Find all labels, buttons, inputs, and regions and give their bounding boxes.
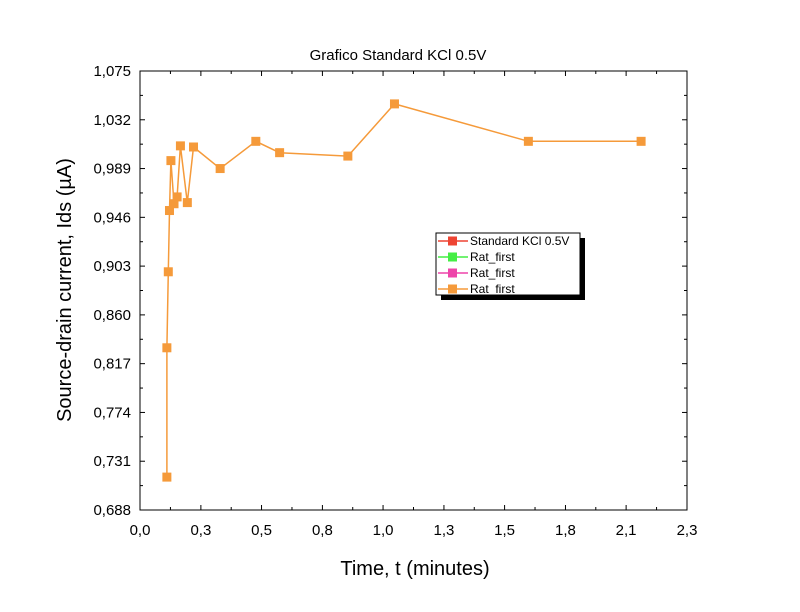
y-tick-label: 0,860 bbox=[93, 307, 131, 324]
data-point bbox=[343, 151, 353, 161]
data-point bbox=[636, 136, 646, 146]
legend-marker bbox=[448, 252, 457, 262]
x-tick-label: 1,5 bbox=[494, 522, 515, 539]
data-point bbox=[162, 343, 172, 353]
data-point bbox=[166, 156, 176, 166]
legend-marker bbox=[448, 284, 457, 294]
y-tick-label: 0,774 bbox=[93, 404, 131, 421]
legend-label: Rat_first bbox=[470, 282, 515, 296]
x-tick-label: 1,3 bbox=[434, 522, 455, 539]
data-point bbox=[251, 136, 261, 146]
x-tick-label: 1,0 bbox=[373, 522, 394, 539]
x-axis-ticks: 0,0 0,3 0,5 0,8 1,0 1,3 1,5 1,8 2,1 2,3 bbox=[130, 71, 698, 539]
x-tick-label: 0,3 bbox=[190, 522, 211, 539]
series-layer bbox=[162, 99, 646, 482]
legend-label: Rat_first bbox=[470, 250, 515, 264]
data-point bbox=[275, 148, 285, 158]
data-point bbox=[162, 472, 172, 482]
y-tick-label: 0,989 bbox=[93, 161, 131, 178]
y-tick-label: 0,946 bbox=[93, 209, 131, 226]
x-tick-label: 0,0 bbox=[130, 522, 151, 539]
data-point bbox=[389, 99, 399, 109]
y-tick-label: 0,688 bbox=[93, 502, 131, 519]
data-point bbox=[182, 198, 192, 208]
legend-label: Standard KCl 0.5V bbox=[470, 234, 569, 248]
data-point bbox=[215, 164, 225, 174]
x-tick-label: 0,8 bbox=[312, 522, 333, 539]
data-point bbox=[175, 141, 185, 151]
y-tick-label: 1,075 bbox=[93, 63, 131, 80]
y-tick-label: 0,731 bbox=[93, 453, 131, 470]
x-tick-label: 0,5 bbox=[251, 522, 272, 539]
x-tick-label: 2,3 bbox=[677, 522, 698, 539]
y-axis-title: Source-drain current, Ids (µA) bbox=[54, 158, 76, 422]
plot-frame bbox=[139, 70, 688, 511]
x-axis-title: Time, t (minutes) bbox=[340, 558, 489, 580]
legend: Standard KCl 0.5V Rat_first Rat_first Rat_f… bbox=[435, 232, 585, 300]
legend-box bbox=[435, 232, 581, 296]
x-tick-label: 1,8 bbox=[555, 522, 576, 539]
legend-label: Rat_first bbox=[470, 266, 515, 280]
y-tick-label: 1,032 bbox=[93, 112, 131, 129]
data-point bbox=[523, 136, 533, 146]
data-point bbox=[163, 267, 173, 277]
y-tick-label: 0,903 bbox=[93, 258, 131, 275]
y-axis-ticks: 0,688 0,731 0,774 0,817 0,860 0,903 0,946 0,989… bbox=[93, 63, 687, 519]
data-point bbox=[169, 199, 179, 209]
data-point bbox=[164, 206, 174, 216]
legend-entries: Standard KCl 0.5V Rat_first Rat_first Rat_f… bbox=[438, 234, 569, 296]
data-point bbox=[189, 142, 199, 152]
y-tick-label: 0,817 bbox=[93, 356, 131, 373]
legend-marker bbox=[448, 236, 457, 246]
legend-marker bbox=[448, 268, 457, 278]
x-tick-label: 2,1 bbox=[616, 522, 637, 539]
chart-title: Grafico Standard KCl 0.5V bbox=[310, 47, 487, 64]
data-point bbox=[172, 192, 182, 202]
